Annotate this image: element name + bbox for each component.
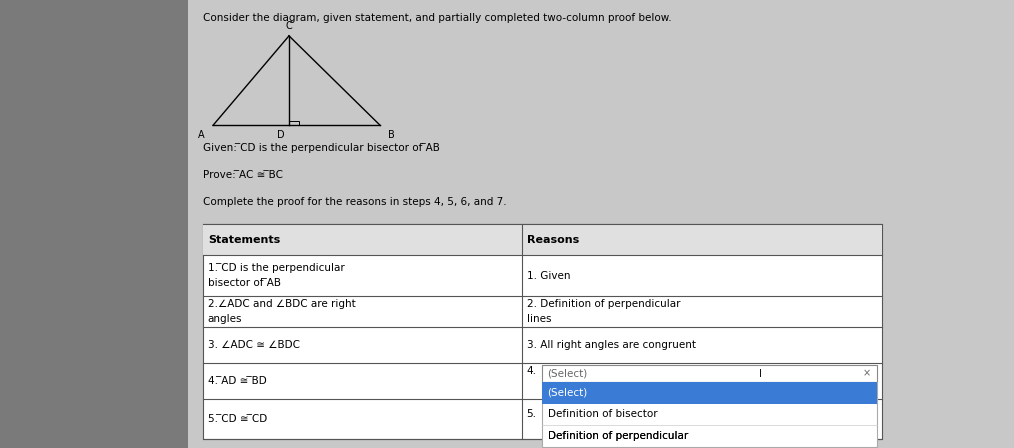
Text: Complete the proof for the reasons in steps 4, 5, 6, and 7.: Complete the proof for the reasons in st… xyxy=(203,197,506,207)
Text: C: C xyxy=(286,22,292,31)
Text: 3. All right angles are congruent: 3. All right angles are congruent xyxy=(527,340,697,350)
Text: D: D xyxy=(277,130,285,140)
Text: Statements: Statements xyxy=(208,235,280,245)
Text: ×: × xyxy=(863,369,871,379)
Text: 3. ∠ADC ≅ ∠BDC: 3. ∠ADC ≅ ∠BDC xyxy=(208,340,300,350)
Text: Definition of bisector: Definition of bisector xyxy=(548,409,657,419)
Text: 2.∠ADC and ∠BDC are right: 2.∠ADC and ∠BDC are right xyxy=(208,299,356,309)
Bar xyxy=(203,224,882,255)
Text: 2. Definition of perpendicular: 2. Definition of perpendicular xyxy=(527,299,680,309)
Text: lines: lines xyxy=(527,314,552,323)
Text: Consider the diagram, given statement, and partially completed two-column proof : Consider the diagram, given statement, a… xyxy=(203,13,671,23)
Text: B: B xyxy=(388,130,395,140)
Text: angles: angles xyxy=(208,314,242,323)
Text: Given: ̅CD is the perpendicular bisector of ̅AB: Given: ̅CD is the perpendicular bisector… xyxy=(203,143,440,153)
Text: 4.: 4. xyxy=(526,366,536,375)
Bar xyxy=(203,224,882,439)
Text: (Select): (Select) xyxy=(548,388,588,398)
Text: Reasons: Reasons xyxy=(527,235,580,245)
Bar xyxy=(542,382,877,404)
Text: A: A xyxy=(198,130,205,140)
Text: 5. ̅CD ≅ ̅CD: 5. ̅CD ≅ ̅CD xyxy=(208,414,267,424)
Text: (Select): (Select) xyxy=(548,369,588,379)
Bar xyxy=(542,382,877,447)
Bar xyxy=(188,0,1014,448)
Text: Prove: ̅AC ≅ ̅BC: Prove: ̅AC ≅ ̅BC xyxy=(203,170,283,180)
Text: 1. Given: 1. Given xyxy=(527,271,571,280)
Text: Definition of perpendicular: Definition of perpendicular xyxy=(548,431,687,441)
Text: I: I xyxy=(758,369,762,379)
Text: 4. ̅AD ≅ ̅BD: 4. ̅AD ≅ ̅BD xyxy=(208,376,267,386)
Text: Definition of perpendicular: Definition of perpendicular xyxy=(548,431,687,441)
Text: 1. ̅CD is the perpendicular: 1. ̅CD is the perpendicular xyxy=(208,263,345,273)
Bar xyxy=(542,365,877,382)
Text: bisector of ̅AB: bisector of ̅AB xyxy=(208,278,281,288)
Text: 5.: 5. xyxy=(526,409,536,418)
